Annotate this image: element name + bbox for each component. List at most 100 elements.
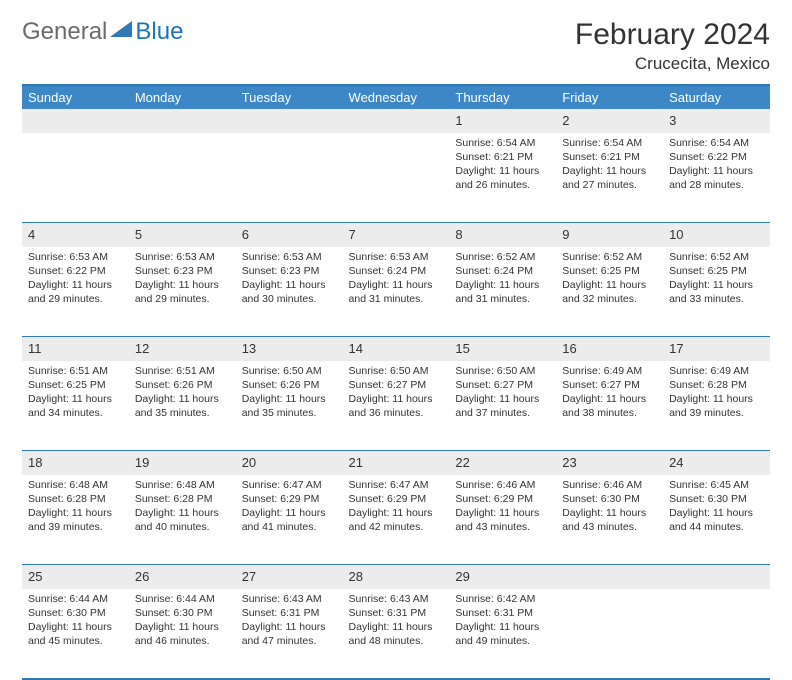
- logo-text-1: General: [22, 18, 107, 46]
- sunrise-text: Sunrise: 6:45 AM: [669, 478, 764, 492]
- sunrise-text: Sunrise: 6:50 AM: [349, 364, 444, 378]
- day-number-row: 11121314151617: [22, 337, 770, 361]
- weekday-header: Sunday: [22, 85, 129, 109]
- sunset-text: Sunset: 6:26 PM: [135, 378, 230, 392]
- day-number-cell: 11: [22, 337, 129, 361]
- sunset-text: Sunset: 6:25 PM: [28, 378, 123, 392]
- page-title: February 2024: [575, 18, 770, 52]
- day-content-cell: Sunrise: 6:43 AMSunset: 6:31 PMDaylight:…: [343, 589, 450, 679]
- day-number-cell: [236, 109, 343, 133]
- day-content-row: Sunrise: 6:53 AMSunset: 6:22 PMDaylight:…: [22, 247, 770, 337]
- sunrise-text: Sunrise: 6:44 AM: [135, 592, 230, 606]
- location-subtitle: Crucecita, Mexico: [575, 54, 770, 74]
- sunset-text: Sunset: 6:23 PM: [135, 264, 230, 278]
- day-number-cell: 12: [129, 337, 236, 361]
- daylight-text: Daylight: 11 hours and 39 minutes.: [28, 506, 123, 534]
- logo-triangle-icon: [110, 18, 132, 46]
- sunset-text: Sunset: 6:31 PM: [349, 606, 444, 620]
- sunrise-text: Sunrise: 6:53 AM: [349, 250, 444, 264]
- day-content-cell: Sunrise: 6:44 AMSunset: 6:30 PMDaylight:…: [129, 589, 236, 679]
- sunset-text: Sunset: 6:22 PM: [669, 150, 764, 164]
- daylight-text: Daylight: 11 hours and 49 minutes.: [455, 620, 550, 648]
- sunrise-text: Sunrise: 6:46 AM: [455, 478, 550, 492]
- day-content-cell: Sunrise: 6:44 AMSunset: 6:30 PMDaylight:…: [22, 589, 129, 679]
- sunset-text: Sunset: 6:24 PM: [455, 264, 550, 278]
- day-content-row: Sunrise: 6:54 AM Sunset: 6:21 PM Daylight:…: [22, 133, 770, 223]
- sunrise-text: Sunrise: 6:50 AM: [455, 364, 550, 378]
- sunset-text: Sunset: 6:30 PM: [135, 606, 230, 620]
- sunset-text: Sunset: 6:23 PM: [242, 264, 337, 278]
- daylight-text: Daylight: 11 hours and 31 minutes.: [349, 278, 444, 306]
- weekday-header: Friday: [556, 85, 663, 109]
- sunset-text: Sunset: 6:30 PM: [562, 492, 657, 506]
- weekday-header: Thursday: [449, 85, 556, 109]
- daylight-text: Daylight: 11 hours and 46 minutes.: [135, 620, 230, 648]
- day-number-cell: 13: [236, 337, 343, 361]
- day-number-cell: [556, 565, 663, 589]
- sunrise-text: Sunrise: 6:53 AM: [242, 250, 337, 264]
- day-content-cell: Sunrise: 6:50 AMSunset: 6:27 PMDaylight:…: [449, 361, 556, 451]
- daylight-text: Daylight: 11 hours and 29 minutes.: [28, 278, 123, 306]
- day-number-cell: 23: [556, 451, 663, 475]
- day-number-cell: 16: [556, 337, 663, 361]
- day-content-cell: Sunrise: 6:47 AMSunset: 6:29 PMDaylight:…: [343, 475, 450, 565]
- day-content-cell: [236, 133, 343, 223]
- sunset-text: Sunset: 6:25 PM: [669, 264, 764, 278]
- day-content-cell: Sunrise: 6:50 AMSunset: 6:26 PMDaylight:…: [236, 361, 343, 451]
- sunrise-text: Sunrise: 6:48 AM: [135, 478, 230, 492]
- sunset-text: Sunset: 6:26 PM: [242, 378, 337, 392]
- sunrise-text: Sunrise: 6:42 AM: [455, 592, 550, 606]
- daylight-text: Daylight: 11 hours and 34 minutes.: [28, 392, 123, 420]
- day-number-cell: [663, 565, 770, 589]
- day-number-cell: 21: [343, 451, 450, 475]
- sunset-text: Sunset: 6:30 PM: [669, 492, 764, 506]
- day-content-cell: Sunrise: 6:52 AMSunset: 6:25 PMDaylight:…: [663, 247, 770, 337]
- day-number-cell: 9: [556, 223, 663, 247]
- sunrise-text: Sunrise: 6:51 AM: [135, 364, 230, 378]
- daylight-text: Daylight: 11 hours and 37 minutes.: [455, 392, 550, 420]
- sunrise-text: Sunrise: 6:47 AM: [349, 478, 444, 492]
- day-content-cell: Sunrise: 6:51 AMSunset: 6:26 PMDaylight:…: [129, 361, 236, 451]
- day-content-row: Sunrise: 6:48 AMSunset: 6:28 PMDaylight:…: [22, 475, 770, 565]
- sunset-text: Sunset: 6:28 PM: [28, 492, 123, 506]
- sunset-text: Sunset: 6:30 PM: [28, 606, 123, 620]
- sunset-text: Sunset: 6:22 PM: [28, 264, 123, 278]
- day-number-cell: 22: [449, 451, 556, 475]
- daylight-text: Daylight: 11 hours and 35 minutes.: [242, 392, 337, 420]
- day-number-cell: 28: [343, 565, 450, 589]
- day-number-cell: 7: [343, 223, 450, 247]
- day-content-cell: Sunrise: 6:46 AMSunset: 6:30 PMDaylight:…: [556, 475, 663, 565]
- daylight-text: Daylight: 11 hours and 43 minutes.: [455, 506, 550, 534]
- header: General Blue February 2024 Crucecita, Me…: [22, 18, 770, 74]
- sunrise-text: Sunrise: 6:54 AM: [455, 136, 550, 150]
- day-content-cell: [22, 133, 129, 223]
- daylight-text: Daylight: 11 hours and 26 minutes.: [455, 164, 550, 192]
- daylight-text: Daylight: 11 hours and 30 minutes.: [242, 278, 337, 306]
- sunrise-text: Sunrise: 6:48 AM: [28, 478, 123, 492]
- sunrise-text: Sunrise: 6:47 AM: [242, 478, 337, 492]
- sunset-text: Sunset: 6:29 PM: [349, 492, 444, 506]
- day-content-cell: [556, 589, 663, 679]
- daylight-text: Daylight: 11 hours and 42 minutes.: [349, 506, 444, 534]
- sunrise-text: Sunrise: 6:49 AM: [562, 364, 657, 378]
- day-content-cell: Sunrise: 6:51 AMSunset: 6:25 PMDaylight:…: [22, 361, 129, 451]
- sunrise-text: Sunrise: 6:54 AM: [669, 136, 764, 150]
- day-content-cell: [663, 589, 770, 679]
- sunrise-text: Sunrise: 6:52 AM: [562, 250, 657, 264]
- daylight-text: Daylight: 11 hours and 31 minutes.: [455, 278, 550, 306]
- sunset-text: Sunset: 6:28 PM: [669, 378, 764, 392]
- weekday-header: Saturday: [663, 85, 770, 109]
- sunrise-text: Sunrise: 6:49 AM: [669, 364, 764, 378]
- weekday-header: Monday: [129, 85, 236, 109]
- day-number-cell: 15: [449, 337, 556, 361]
- sunset-text: Sunset: 6:21 PM: [562, 150, 657, 164]
- day-number-cell: 29: [449, 565, 556, 589]
- day-content-cell: Sunrise: 6:49 AMSunset: 6:27 PMDaylight:…: [556, 361, 663, 451]
- sunset-text: Sunset: 6:29 PM: [455, 492, 550, 506]
- day-content-cell: Sunrise: 6:46 AMSunset: 6:29 PMDaylight:…: [449, 475, 556, 565]
- sunrise-text: Sunrise: 6:46 AM: [562, 478, 657, 492]
- day-content-cell: Sunrise: 6:54 AMSunset: 6:21 PMDaylight:…: [556, 133, 663, 223]
- day-number-cell: 5: [129, 223, 236, 247]
- day-number-cell: 26: [129, 565, 236, 589]
- day-number-cell: 10: [663, 223, 770, 247]
